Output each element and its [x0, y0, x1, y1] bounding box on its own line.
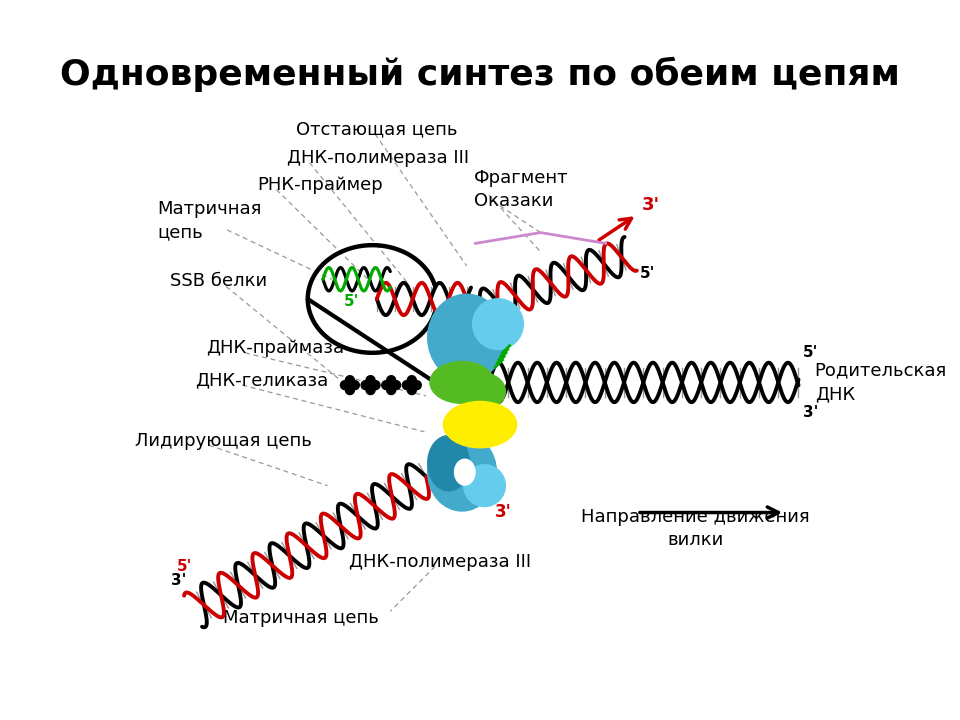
- Text: ДНК-праймаза: ДНК-праймаза: [206, 339, 345, 357]
- Text: Матричная цепь: Матричная цепь: [223, 609, 378, 627]
- Ellipse shape: [428, 436, 468, 490]
- Circle shape: [350, 381, 359, 390]
- Text: 5': 5': [803, 345, 818, 360]
- Ellipse shape: [428, 434, 495, 510]
- Text: Матричная
цепь: Матричная цепь: [157, 200, 261, 242]
- Text: Направление движения
вилки: Направление движения вилки: [581, 508, 809, 549]
- Circle shape: [402, 381, 412, 390]
- Circle shape: [412, 381, 421, 390]
- Text: 3': 3': [171, 573, 186, 588]
- Circle shape: [346, 386, 354, 395]
- Circle shape: [371, 381, 380, 390]
- Circle shape: [366, 386, 375, 395]
- Text: 3': 3': [803, 405, 818, 420]
- Text: Отстающая цепь: Отстающая цепь: [296, 120, 458, 138]
- Ellipse shape: [428, 295, 505, 380]
- Circle shape: [407, 386, 417, 395]
- Text: Одновременный синтез по обеим цепям: Одновременный синтез по обеим цепям: [60, 57, 900, 92]
- Text: РНК-праймер: РНК-праймер: [257, 176, 383, 194]
- Text: 3': 3': [641, 196, 660, 214]
- Text: ДНК-полимераза III: ДНК-полимераза III: [287, 149, 469, 167]
- Ellipse shape: [465, 374, 505, 408]
- Circle shape: [341, 381, 349, 390]
- Circle shape: [407, 376, 417, 384]
- Text: Фрагмент
Оказаки: Фрагмент Оказаки: [473, 168, 568, 210]
- Circle shape: [382, 381, 391, 390]
- Circle shape: [361, 381, 371, 390]
- Ellipse shape: [444, 402, 516, 447]
- Text: ДНК-полимераза III: ДНК-полимераза III: [348, 553, 531, 571]
- Circle shape: [346, 376, 354, 384]
- Text: SSB белки: SSB белки: [171, 272, 268, 290]
- Circle shape: [387, 376, 396, 384]
- Circle shape: [366, 376, 375, 384]
- Text: ДНК-геликаза: ДНК-геликаза: [195, 372, 328, 390]
- Ellipse shape: [431, 362, 493, 402]
- Text: 3': 3': [495, 503, 512, 521]
- Text: 5': 5': [344, 294, 359, 309]
- Ellipse shape: [455, 459, 474, 485]
- Circle shape: [392, 381, 400, 390]
- Text: Лидирующая цепь: Лидирующая цепь: [134, 432, 311, 450]
- Text: 5': 5': [177, 559, 192, 574]
- Ellipse shape: [473, 300, 522, 348]
- Circle shape: [387, 386, 396, 395]
- Ellipse shape: [465, 465, 505, 506]
- Text: Родительская
ДНК: Родительская ДНК: [815, 361, 947, 403]
- Text: 5': 5': [639, 266, 655, 281]
